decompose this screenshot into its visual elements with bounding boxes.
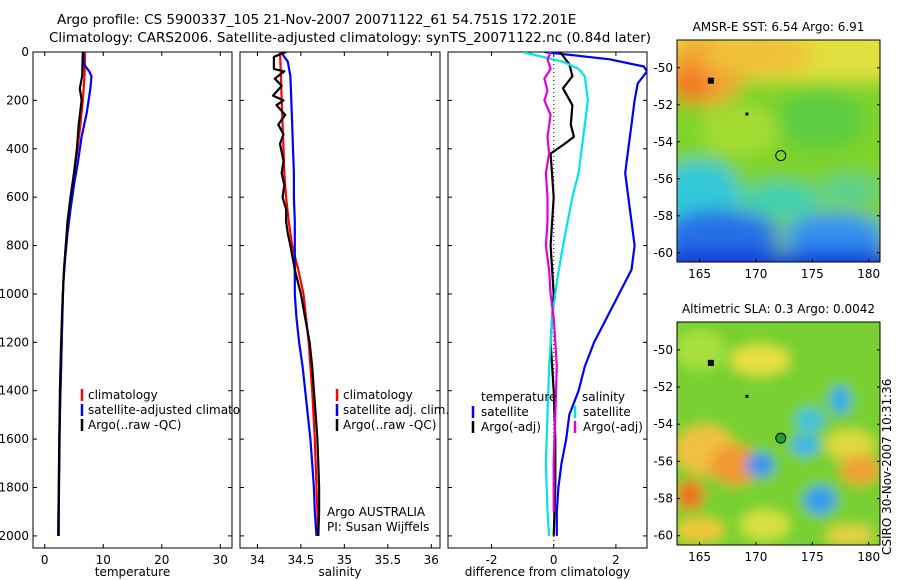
series-line-blue xyxy=(280,52,318,536)
legend-label: satellite-adjusted climatology xyxy=(88,403,266,417)
legend-label: Argo(..raw -QC) xyxy=(88,418,181,432)
xtick-label: 170 xyxy=(744,267,767,281)
ytick-label: 600 xyxy=(6,190,29,204)
ytick-label: -52 xyxy=(653,98,673,112)
map-frame xyxy=(676,39,881,263)
island-marker xyxy=(745,394,749,398)
ytick-label: -58 xyxy=(653,492,673,506)
xtick-label: 175 xyxy=(801,267,824,281)
ytick-label: 1600 xyxy=(0,432,29,446)
xtick-label: 20 xyxy=(154,553,169,567)
series-line-blue xyxy=(544,52,647,536)
legend-header: temperature xyxy=(481,390,556,404)
salinity-panel: 34 34.5 35 35.5 36 salinity climatologysatelli… xyxy=(239,51,449,579)
legend-label: climatology xyxy=(88,388,158,402)
ytick-label: -54 xyxy=(653,135,673,149)
xtick-label: 2 xyxy=(612,553,620,567)
series-line-black xyxy=(549,52,575,536)
sla-heatmap xyxy=(677,322,880,545)
xtick-label: 180 xyxy=(857,267,880,281)
xtick-label: -2 xyxy=(486,553,498,567)
ytick-label: 1400 xyxy=(0,384,29,398)
ytick-label: -56 xyxy=(653,172,673,186)
sla-map-axes: Altimetric SLA: 0.3 Argo: 0.0042 -50 -52 -5… xyxy=(653,302,881,564)
ytick-label: 800 xyxy=(6,239,29,253)
ytick-label: 1200 xyxy=(0,335,29,349)
legend-label: satellite adj. clim. xyxy=(343,403,449,417)
ytick-label: 0 xyxy=(21,45,29,59)
ytick-label: -54 xyxy=(653,417,673,431)
xtick-label: 36 xyxy=(424,553,439,567)
annotation-text: Argo AUSTRALIA xyxy=(327,505,426,519)
xtick-label: 34 xyxy=(250,553,265,567)
island-marker xyxy=(745,112,749,116)
ytick-label: -50 xyxy=(653,343,673,357)
annotation-text: PI: Susan Wijffels xyxy=(327,520,429,534)
xtick-label: 35.5 xyxy=(374,553,401,567)
salinity-frame xyxy=(239,51,441,549)
difference-frame xyxy=(447,51,648,549)
island-marker xyxy=(707,77,714,84)
ytick-label: -60 xyxy=(653,529,673,543)
ytick-label: -50 xyxy=(653,61,673,75)
ytick-label: -56 xyxy=(653,454,673,468)
legend-label: Argo(-adj) xyxy=(481,420,541,434)
sst-map-axes: AMSR-E SST: 6.54 Argo: 6.91 -50 -52 -54 -56 -… xyxy=(653,20,881,281)
argo-location-marker xyxy=(775,150,787,162)
temperature-panel: 0 200 400 600 800 1000 1200 1400 1600 1800 2000 0 10… xyxy=(0,45,266,579)
header-line2: Climatology: CARS2006. Satellite-adjuste… xyxy=(49,30,651,46)
xtick-label: 180 xyxy=(857,550,880,564)
legend-header: salinity xyxy=(582,390,625,404)
difference-series xyxy=(522,52,647,536)
legend-label: satellite xyxy=(583,405,631,419)
xtick-label: 35 xyxy=(337,553,352,567)
legend-label: satellite xyxy=(481,405,529,419)
temperature-frame xyxy=(32,51,233,549)
xtick-label: 10 xyxy=(96,553,111,567)
temperature-series xyxy=(57,52,93,536)
xtick-label: 175 xyxy=(801,550,824,564)
series-line-cyan xyxy=(522,52,589,536)
credit-text: CSIRO 30-Nov-2007 10:31:36 xyxy=(880,379,894,555)
xtick-label: 34.5 xyxy=(288,553,315,567)
header-line1: Argo profile: CS 5900337_105 21-Nov-2007… xyxy=(57,12,576,28)
map-frame xyxy=(676,321,881,546)
x-axis-label: temperature xyxy=(95,565,170,579)
xtick-label: 170 xyxy=(744,550,767,564)
sst-heatmap xyxy=(677,40,880,262)
argo-location-marker xyxy=(775,432,787,444)
ytick-label: 400 xyxy=(6,142,29,156)
series-line-black xyxy=(57,52,84,536)
legend-label: climatology xyxy=(343,388,413,402)
xtick-label: 30 xyxy=(213,553,228,567)
ytick-label: -52 xyxy=(653,380,673,394)
map-title: Altimetric SLA: 0.3 Argo: 0.0042 xyxy=(682,302,875,316)
series-line-black xyxy=(271,52,321,536)
map-title: AMSR-E SST: 6.54 Argo: 6.91 xyxy=(693,20,865,34)
ytick-label: -58 xyxy=(653,209,673,223)
xtick-label: 165 xyxy=(688,267,711,281)
salinity-series xyxy=(271,52,321,536)
xtick-label: 165 xyxy=(688,550,711,564)
xtick-label: 0 xyxy=(550,553,558,567)
ytick-label: 1800 xyxy=(0,481,29,495)
legend-label: Argo(-adj) xyxy=(583,420,643,434)
ytick-label: 1000 xyxy=(0,287,29,301)
series-line-magenta xyxy=(543,52,558,512)
legend-label: Argo(..raw -QC) xyxy=(343,418,436,432)
ytick-label: 200 xyxy=(6,93,29,107)
ytick-label: -60 xyxy=(653,246,673,260)
ytick-label: 2000 xyxy=(0,529,29,543)
x-axis-label: salinity xyxy=(318,565,361,579)
xtick-label: 0 xyxy=(41,553,49,567)
x-axis-label: difference from climatology xyxy=(465,565,631,579)
island-marker xyxy=(707,359,714,366)
